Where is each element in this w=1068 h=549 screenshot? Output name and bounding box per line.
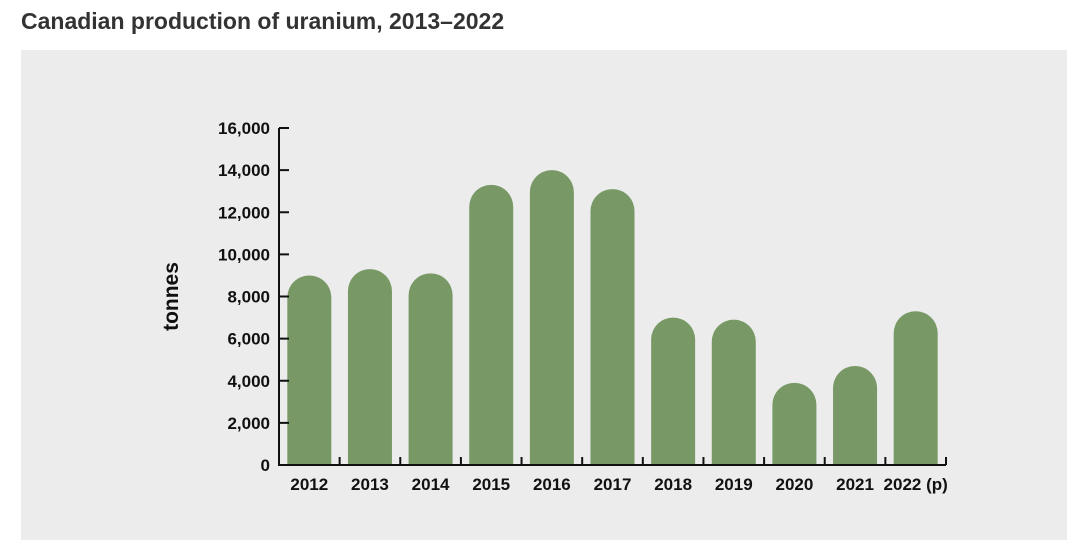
x-tick-label: 2021: [836, 475, 874, 494]
y-tick-label: 0: [261, 456, 270, 475]
x-tick-label: 2017: [594, 475, 632, 494]
x-tick-label: 2018: [654, 475, 692, 494]
bar-2013: [347, 269, 392, 465]
x-tick-label: 2019: [715, 475, 753, 494]
bar-2012: [287, 275, 332, 465]
y-axis-title: tonnes: [160, 262, 183, 331]
bar-2016: [529, 170, 574, 465]
x-tick-label: 2014: [412, 475, 450, 494]
bar-2015: [469, 184, 514, 465]
x-tick-label: 2022 (p): [884, 475, 948, 494]
y-tick-label: 16,000: [218, 119, 270, 138]
bar-2014: [408, 273, 453, 465]
y-tick-label: 10,000: [218, 245, 270, 264]
y-tick-label: 6,000: [227, 330, 270, 349]
bars-layer: [287, 170, 938, 465]
chart-panel: 0 2,000 4,000 6,000 8,000 10,000 12,000 14,000 1…: [21, 50, 1067, 540]
y-tick-label: 8,000: [227, 288, 270, 307]
bar-2018: [651, 317, 696, 465]
y-tick-label: 2,000: [227, 414, 270, 433]
x-tick-label: 2016: [533, 475, 571, 494]
x-tick-label: 2020: [775, 475, 813, 494]
page-title: Canadian production of uranium, 2013–202…: [21, 8, 505, 34]
y-tick-label: 14,000: [218, 161, 270, 180]
x-tick-label: 2015: [472, 475, 510, 494]
bar-2017: [590, 189, 635, 465]
y-tick-label: 12,000: [218, 203, 270, 222]
y-tick-label: 4,000: [227, 372, 270, 391]
bar-2021: [833, 366, 878, 465]
bar-2022-p: [893, 311, 938, 465]
x-tick-label: 2012: [290, 475, 328, 494]
bar-2020: [772, 382, 817, 465]
labels-layer: 0 2,000 4,000 6,000 8,000 10,000 12,000 14,000 1…: [160, 119, 948, 494]
axes-layer: [278, 127, 947, 466]
bar-chart: 0 2,000 4,000 6,000 8,000 10,000 12,000 14,000 1…: [160, 119, 948, 494]
x-tick-label: 2013: [351, 475, 389, 494]
bar-2019: [711, 319, 756, 465]
